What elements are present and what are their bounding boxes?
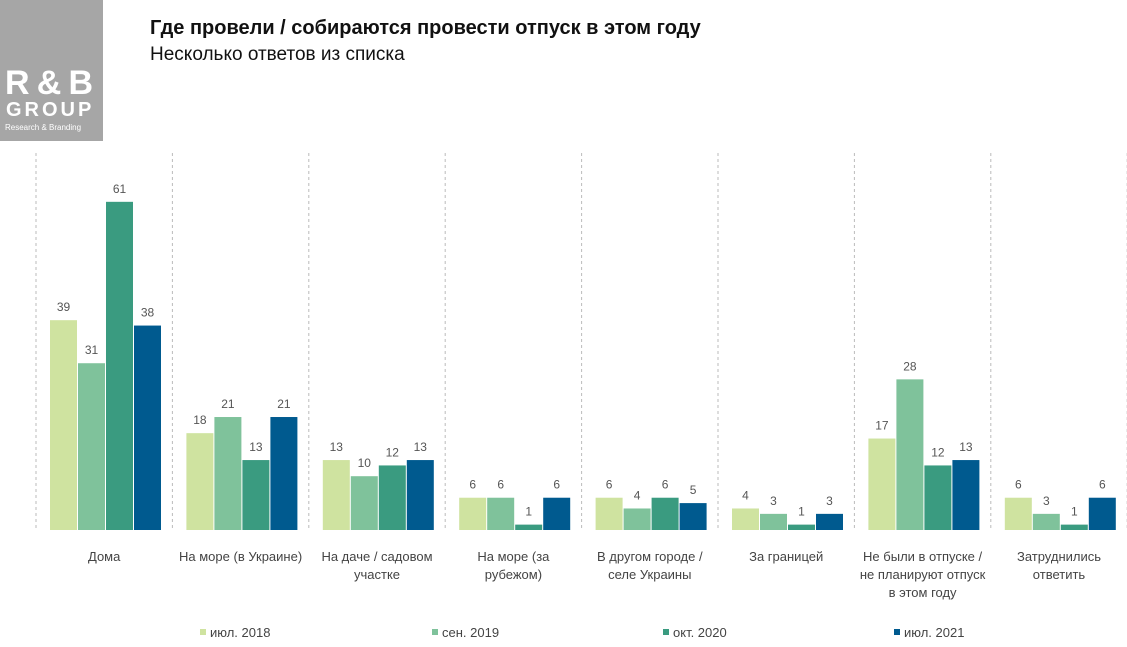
chart-title: Где провели / собираются провести отпуск… [150, 17, 702, 39]
x-tick-label: Не были в отпуске / не планируют отпуск … [859, 549, 986, 600]
value-label: 31 [85, 343, 99, 357]
bar [350, 476, 378, 530]
bar [1004, 497, 1032, 530]
bar [868, 438, 896, 530]
bar [322, 460, 350, 530]
legend-swatch [200, 629, 206, 635]
bar [1060, 524, 1088, 530]
logo-box [0, 0, 103, 141]
bar [924, 465, 952, 530]
legend-label: июл. 2018 [210, 625, 270, 640]
x-tick-label: На море (за рубежом) [477, 549, 550, 582]
value-label: 4 [634, 488, 641, 502]
bar [270, 417, 298, 530]
bar [406, 460, 434, 530]
value-label: 3 [770, 494, 777, 508]
value-label: 6 [469, 478, 476, 492]
value-label: 1 [525, 505, 532, 519]
logo-tagline: Research & Branding [5, 123, 81, 132]
bar [186, 433, 214, 530]
bar [78, 363, 105, 530]
legend-label: июл. 2021 [904, 625, 964, 640]
value-label: 4 [742, 488, 749, 502]
bar [1032, 513, 1060, 530]
value-label: 39 [57, 300, 71, 314]
value-label: 13 [249, 440, 263, 454]
legend-swatch [432, 629, 438, 635]
value-label: 61 [113, 182, 127, 196]
x-tick-label: В другом городе / селе Украины [597, 549, 703, 582]
bar [595, 497, 623, 530]
value-label: 13 [330, 440, 344, 454]
value-label: 10 [358, 456, 372, 470]
logo-group: GROUP [6, 99, 94, 121]
chart-subtitle: Несколько ответов из списка [150, 44, 405, 65]
value-label: 28 [903, 359, 917, 373]
bar [106, 201, 133, 530]
value-label: 3 [826, 494, 833, 508]
bar [487, 497, 515, 530]
value-label: 38 [141, 306, 155, 320]
legend-swatch [894, 629, 900, 635]
value-label: 1 [798, 505, 805, 519]
bar [732, 508, 759, 530]
legend-label: сен. 2019 [442, 625, 499, 640]
value-label: 13 [414, 440, 428, 454]
bar [242, 460, 270, 530]
logo-brand: R&B [5, 64, 93, 102]
bar [515, 524, 543, 530]
x-tick-label: За границей [749, 549, 824, 564]
value-label: 12 [386, 445, 400, 459]
value-label: 5 [690, 483, 697, 497]
x-tick-label: На море (в Украине) [179, 549, 303, 564]
bar [623, 508, 651, 530]
value-label: 6 [606, 478, 613, 492]
value-label: 17 [875, 419, 889, 433]
bar [378, 465, 406, 530]
legend-swatch [663, 629, 669, 635]
bar [760, 513, 787, 530]
bar [679, 503, 707, 530]
bar [134, 325, 161, 530]
value-label: 6 [553, 478, 560, 492]
bar [816, 513, 843, 530]
bar [1088, 497, 1116, 530]
bar [459, 497, 487, 530]
value-label: 18 [193, 413, 207, 427]
x-tick-label: Дома [88, 549, 121, 564]
bar [952, 460, 980, 530]
value-label: 21 [221, 397, 235, 411]
legend-label: окт. 2020 [673, 625, 727, 640]
bar [651, 497, 679, 530]
bar [896, 379, 924, 530]
x-tick-label: На даче / садовом участке [321, 549, 433, 582]
bar [214, 417, 242, 530]
value-label: 13 [959, 440, 973, 454]
value-label: 6 [497, 478, 504, 492]
value-label: 6 [662, 478, 669, 492]
bar [788, 524, 815, 530]
x-tick-label: Затруднились ответить [1016, 549, 1102, 582]
value-label: 1 [1071, 505, 1078, 519]
value-label: 3 [1043, 494, 1050, 508]
value-label: 6 [1015, 478, 1022, 492]
bar [50, 320, 77, 530]
value-label: 6 [1099, 478, 1106, 492]
value-label: 12 [931, 445, 945, 459]
bar [543, 497, 571, 530]
value-label: 21 [277, 397, 291, 411]
